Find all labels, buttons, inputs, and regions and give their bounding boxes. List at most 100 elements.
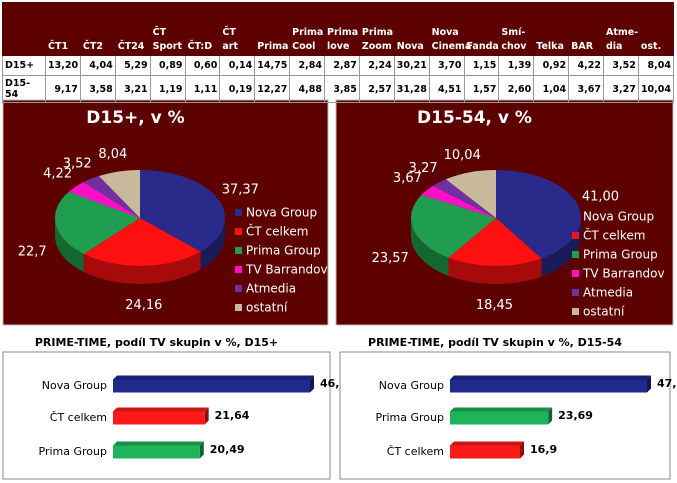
cell: 12,27 xyxy=(254,75,291,103)
pie-panel: D15-54, v % 41,00 Nova Group 18,45 ČT celkem… xyxy=(335,99,674,326)
chart-title: PRIME-TIME, podíl TV skupin v %, D15+ xyxy=(35,336,278,349)
cell: 10,04 xyxy=(637,75,675,103)
cell: 0,89 xyxy=(149,55,186,76)
pie-slice-side xyxy=(541,218,581,277)
legend-label: Prima Group xyxy=(583,248,658,262)
legend-swatch xyxy=(572,308,579,315)
cell: 8,04 xyxy=(637,55,675,76)
legend-swatch xyxy=(572,289,579,296)
bar xyxy=(113,379,310,393)
cell: 3,21 xyxy=(114,75,151,103)
cell: 2,60 xyxy=(498,75,535,103)
legend-swatch xyxy=(572,213,579,220)
chart-title: D15-54, v % xyxy=(417,108,532,128)
data-label: 21,64 xyxy=(215,409,250,422)
table-row: D15-54 9,17 3,58 3,21 1,19 1,11 0,19 12,27 4,88 3… xyxy=(2,75,675,103)
share-table: ČT1 ČT2 ČT24 ČT Sport ČT:D ČT art Prima Prima C… xyxy=(2,2,675,103)
cell: 1,04 xyxy=(533,75,570,103)
legend-swatch xyxy=(235,228,242,235)
row-label: D15+ xyxy=(2,55,46,76)
legend-swatch xyxy=(235,266,242,273)
legend-swatch xyxy=(572,251,579,258)
legend-label: ostatní xyxy=(246,301,288,315)
cell: 2,24 xyxy=(358,55,395,76)
bar xyxy=(450,379,647,393)
data-label: 3,67 xyxy=(393,171,422,186)
data-label: 47,54 xyxy=(657,377,677,390)
pie-panel: D15+, v % 37,37 Nova Group 24,16 ČT celkem 22… xyxy=(2,99,329,326)
pie-slice xyxy=(432,179,496,218)
column-header: Telka xyxy=(533,2,570,56)
bar-end xyxy=(204,407,209,425)
cell: 3,58 xyxy=(79,75,116,103)
legend-swatch xyxy=(235,304,242,311)
cell: 2,57 xyxy=(358,75,395,103)
legend-swatch xyxy=(235,247,242,254)
data-label: 8,04 xyxy=(98,147,127,162)
cell: 30,21 xyxy=(393,55,430,76)
cell: 1,39 xyxy=(498,55,535,76)
column-header: ČT1 xyxy=(45,2,81,56)
cell: 3,85 xyxy=(324,75,360,103)
cell: 3,67 xyxy=(568,75,604,103)
chart-title: PRIME-TIME, podíl TV skupin v %, D15-54 xyxy=(368,336,622,349)
pie-tops xyxy=(54,170,225,266)
pie-slice xyxy=(68,182,140,218)
column-header: ČT24 xyxy=(114,2,151,56)
cell: 5,29 xyxy=(114,55,151,76)
legend-swatch xyxy=(572,270,579,277)
legend-swatch xyxy=(235,209,242,216)
bar-top xyxy=(450,375,651,380)
chart-title: D15+, v % xyxy=(86,108,184,128)
data-label: 16,9 xyxy=(530,443,557,456)
data-label: 20,49 xyxy=(210,443,245,456)
bar-top xyxy=(450,407,553,412)
cell: 3,70 xyxy=(428,55,465,76)
pie-slice xyxy=(445,170,496,218)
bar xyxy=(113,411,205,425)
data-label: 23,69 xyxy=(558,409,593,422)
bar-panel: PRIME-TIME, podíl TV skupin v %, D15+ Nov… xyxy=(2,336,355,480)
cell: 2,87 xyxy=(324,55,360,76)
cell: 9,17 xyxy=(45,75,81,103)
column-header: ČT2 xyxy=(79,2,116,56)
cell: 4,88 xyxy=(289,75,325,103)
column-header: ČT art xyxy=(219,2,256,56)
column-header: Nova xyxy=(393,2,430,56)
row-label: D15-54 xyxy=(2,75,46,103)
legend-label: ČT celkem xyxy=(583,228,645,243)
cell: 0,60 xyxy=(184,55,221,76)
legend-swatch xyxy=(235,285,242,292)
cell: 13,20 xyxy=(45,55,81,76)
column-header: Nova Cinema xyxy=(428,2,471,56)
pie-slice xyxy=(140,170,225,252)
cell: 1,11 xyxy=(184,75,221,103)
bar-end xyxy=(647,375,651,393)
bar-end xyxy=(548,407,553,425)
legend-label: ČT celkem xyxy=(246,224,308,239)
corner xyxy=(2,2,46,56)
cell: 0,14 xyxy=(219,55,256,76)
cell: 14,75 xyxy=(254,55,291,76)
legend-label: Atmedia xyxy=(583,286,633,300)
cell: 3,52 xyxy=(603,55,639,76)
bar xyxy=(450,411,549,425)
bar-end xyxy=(199,441,204,459)
pie-slice-side xyxy=(411,218,449,276)
cell: 1,19 xyxy=(149,75,186,103)
column-header: Atme-dia xyxy=(603,2,639,56)
bar-top xyxy=(113,407,209,412)
category-label: ČT celkem xyxy=(387,445,444,458)
bar-panel: PRIME-TIME, podíl TV skupin v %, D15-54 N… xyxy=(339,336,677,480)
legend-label: Atmedia xyxy=(246,282,296,296)
pie-slice xyxy=(411,194,496,258)
cell: 0,92 xyxy=(533,55,570,76)
column-header: ČT:D xyxy=(184,2,221,56)
cell: 4,04 xyxy=(79,55,116,76)
column-header: BAR xyxy=(568,2,604,56)
legend-label: Nova Group xyxy=(583,210,654,224)
cell: 3,27 xyxy=(603,75,639,103)
legend-label: Prima Group xyxy=(246,244,321,258)
